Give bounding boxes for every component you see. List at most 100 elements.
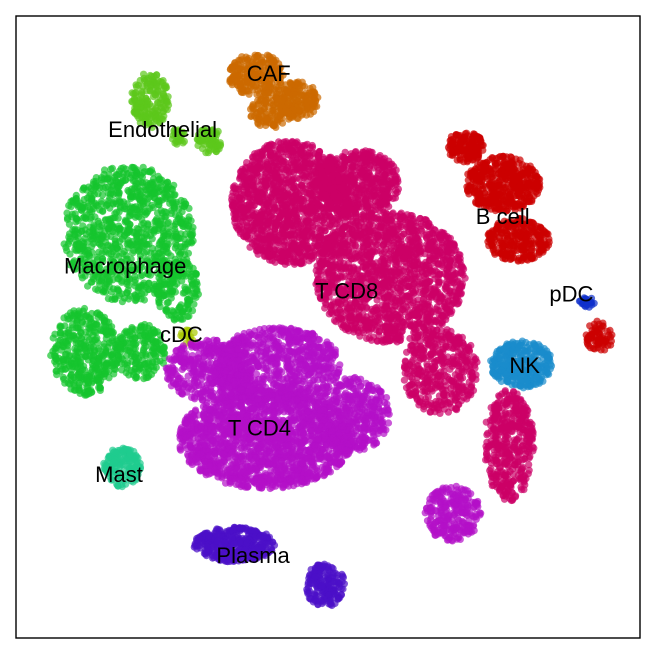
data-point: [264, 252, 272, 261]
data-point: [530, 228, 538, 236]
data-point: [473, 192, 481, 201]
data-point: [279, 71, 287, 79]
data-point: [106, 242, 115, 250]
data-point: [128, 185, 136, 193]
data-point: [163, 299, 171, 307]
data-point: [490, 249, 499, 257]
data-point: [59, 355, 67, 363]
data-point: [507, 232, 515, 240]
data-point: [67, 370, 75, 379]
data-point: [501, 353, 509, 362]
data-point: [493, 373, 501, 381]
data-point: [154, 197, 162, 206]
data-point: [504, 160, 512, 168]
data-point: [257, 77, 265, 85]
data-point: [284, 100, 293, 108]
data-point: [131, 109, 139, 117]
data-point: [125, 225, 133, 233]
data-point: [173, 235, 181, 244]
data-point: [121, 218, 129, 226]
data-point: [136, 284, 144, 292]
data-point: [521, 167, 529, 175]
data-point: [274, 112, 282, 120]
data-point: [128, 325, 136, 333]
data-point: [111, 210, 119, 218]
data-point: [488, 189, 496, 197]
data-point: [77, 334, 85, 342]
data-point: [185, 204, 193, 212]
data-point: [149, 363, 157, 371]
data-point: [283, 87, 291, 95]
data-point: [92, 285, 100, 293]
data-point: [143, 362, 151, 371]
data-point: [138, 87, 146, 95]
data-point: [69, 314, 77, 322]
data-point: [152, 89, 161, 97]
data-point: [175, 205, 183, 213]
data-point: [102, 362, 110, 370]
data-point: [126, 446, 134, 454]
data-point: [255, 69, 263, 77]
data-point: [156, 221, 165, 229]
data-point: [123, 289, 131, 297]
data-point: [88, 278, 96, 286]
data-point: [154, 172, 162, 180]
data-point: [94, 358, 102, 366]
data-point: [135, 99, 143, 107]
data-point: [79, 186, 87, 194]
data-point: [99, 207, 107, 215]
data-point: [300, 82, 308, 90]
data-point: [500, 242, 508, 250]
data-point: [523, 231, 531, 239]
data-point: [53, 371, 61, 379]
data-point: [108, 288, 116, 296]
data-point: [193, 287, 201, 295]
data-point: [265, 64, 273, 72]
data-point: [89, 225, 97, 233]
data-point: [495, 170, 503, 178]
data-point: [294, 97, 302, 105]
data-point: [167, 209, 175, 218]
data-point: [486, 196, 494, 204]
data-point: [527, 179, 536, 187]
data-point: [306, 84, 314, 93]
data-point: [531, 341, 539, 349]
data-point: [452, 131, 460, 139]
data-point: [473, 175, 481, 183]
data-point: [519, 247, 528, 255]
data-point: [100, 317, 108, 325]
data-point: [151, 328, 159, 336]
data-point: [524, 240, 533, 248]
data-point: [509, 168, 517, 176]
data-point: [133, 192, 141, 200]
data-point: [539, 226, 547, 234]
data-point: [486, 156, 494, 164]
data-point: [592, 323, 600, 331]
data-point: [125, 295, 133, 303]
data-point: [74, 234, 82, 242]
data-point: [83, 383, 91, 391]
data-point: [120, 205, 128, 213]
data-point: [154, 99, 162, 107]
data-point: [163, 184, 171, 192]
data-point: [131, 278, 139, 287]
data-point: [502, 342, 510, 350]
data-point: [514, 257, 522, 265]
data-point: [114, 287, 123, 295]
data-point: [232, 77, 241, 85]
data-point: [151, 190, 159, 198]
cluster-endothelial: [128, 70, 225, 157]
data-point: [586, 344, 595, 352]
data-point: [262, 100, 270, 108]
data-point: [527, 186, 536, 194]
data-point: [108, 164, 116, 172]
data-point: [154, 244, 162, 253]
data-point: [114, 183, 122, 192]
data-point: [497, 230, 505, 238]
data-point: [303, 104, 312, 112]
data-point: [132, 179, 140, 188]
data-point: [111, 295, 119, 303]
data-point: [133, 453, 141, 461]
data-point: [154, 290, 162, 298]
data-point: [608, 331, 616, 339]
